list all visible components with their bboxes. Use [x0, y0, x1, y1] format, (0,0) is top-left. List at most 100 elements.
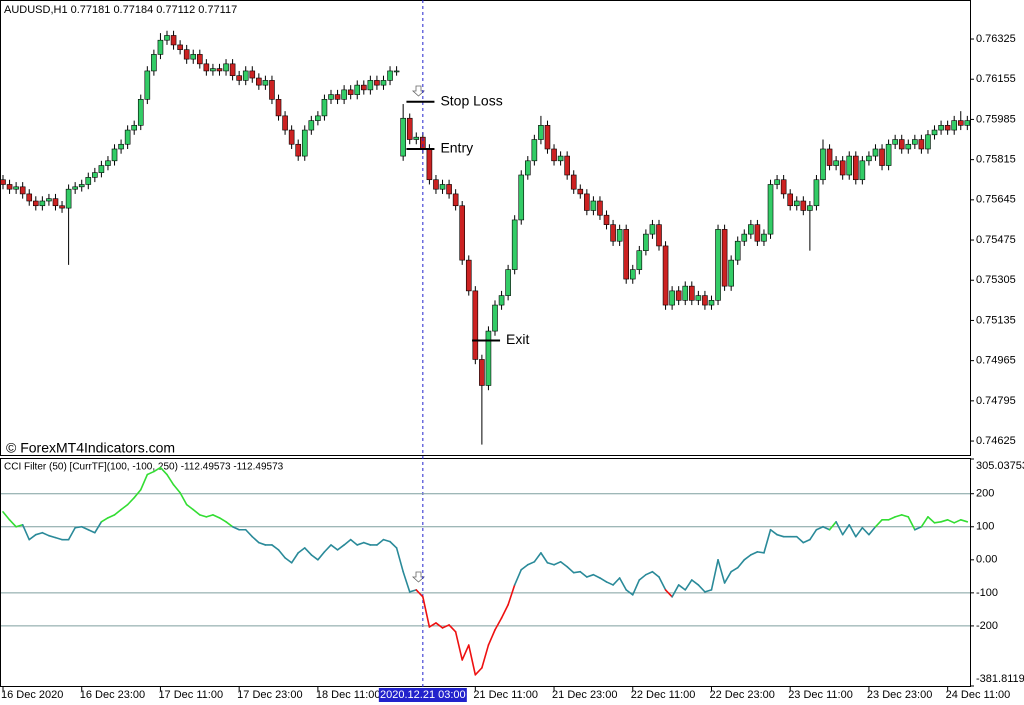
x-tick-label: 23 Dec 23:00 [867, 689, 932, 701]
cci-segment [48, 534, 57, 539]
candle-body [223, 63, 229, 72]
candle-body [610, 224, 616, 242]
candle-body [695, 295, 702, 301]
cci-segment [244, 528, 254, 538]
y-tick-label: 0.75815 [976, 154, 1016, 166]
x-tick-label: 16 Dec 23:00 [80, 689, 145, 701]
candle-body [360, 84, 367, 91]
symbol-header: AUDUSD,H1 0.77181 0.77184 0.77112 0.7711… [4, 4, 237, 16]
x-tick-label: 21 Dec 11:00 [473, 689, 538, 701]
cci-segment [507, 584, 516, 606]
candle-body [459, 205, 466, 261]
cci-segment [34, 531, 44, 536]
cci-segment [290, 552, 300, 564]
cci-segment [920, 516, 929, 528]
candle-body [564, 155, 570, 176]
candle-body [387, 70, 393, 81]
cci-segment [80, 525, 90, 531]
candle-body [334, 94, 341, 100]
y-tick-label: 0.75135 [976, 314, 1016, 326]
candle-body [216, 68, 223, 72]
candle-body [328, 94, 334, 100]
cci-segment [74, 525, 83, 529]
cci-segment [868, 525, 877, 536]
candle-body [787, 193, 794, 207]
candle-body [85, 177, 92, 185]
candle-body [157, 39, 164, 55]
y-tick-label: 0.75305 [976, 274, 1016, 286]
candle-body [682, 285, 689, 301]
cci-segment [310, 554, 319, 561]
candle-body [748, 224, 754, 235]
y-tick-label: 0.75475 [976, 234, 1016, 246]
candle-body [885, 143, 892, 166]
cci-segment [677, 584, 687, 591]
cci-segment [894, 514, 903, 518]
candle-body [137, 99, 144, 126]
candle-body [151, 54, 157, 72]
cci-segment [408, 589, 418, 593]
candle-body [826, 148, 833, 166]
candle-body [800, 200, 807, 211]
candle-body [32, 200, 39, 207]
candle-body [400, 117, 406, 157]
cci-segment [133, 488, 142, 499]
candle-body [197, 54, 203, 65]
cci-segment [258, 541, 267, 546]
cci-segment [618, 577, 628, 591]
candle-body [518, 174, 525, 221]
candle-body [859, 160, 866, 181]
candle-body [597, 200, 603, 216]
cci-segment [631, 579, 641, 596]
candle-body [793, 200, 800, 207]
indicator-header: CCI Filter (50) [CurrTF](100, -100, 250)… [4, 462, 284, 473]
cci-segment [362, 541, 372, 546]
candle-body [931, 129, 938, 136]
cci-segment [907, 516, 916, 531]
candle-body [636, 250, 643, 270]
candle-body [964, 120, 971, 126]
candle-body [426, 148, 433, 181]
cci-segment [645, 570, 654, 576]
candle-body [505, 269, 511, 296]
cci-segment [927, 516, 936, 524]
cci-segment [684, 579, 693, 591]
signal-arrow [411, 571, 426, 583]
cci-segment [743, 554, 752, 561]
candle-body [46, 198, 52, 202]
candle-body [944, 125, 951, 131]
candle-body [557, 155, 564, 162]
candle-body [59, 205, 65, 209]
candle-body [957, 120, 964, 126]
cci-segment [874, 519, 883, 528]
candle-body [472, 290, 479, 360]
cci-segment [395, 547, 404, 573]
candle-body [918, 139, 925, 150]
candle-body [144, 70, 151, 100]
candle-body [98, 165, 105, 173]
cci-segment [126, 496, 135, 506]
cci-segment [467, 644, 477, 676]
candle-body [295, 143, 302, 157]
candle-body [118, 143, 124, 150]
candle-body [282, 115, 288, 131]
cci-segment [205, 514, 214, 518]
cci-segment [461, 644, 470, 661]
cci-segment [487, 629, 496, 646]
cci-segment [139, 473, 149, 491]
candle-body [649, 224, 656, 235]
cci-segment [848, 523, 857, 538]
cci-segment [559, 560, 568, 568]
candle-body [393, 70, 400, 73]
cci-segment [382, 538, 391, 543]
candle-body [570, 174, 577, 190]
cci-segment [192, 508, 201, 516]
candle-body [485, 330, 492, 386]
candle-body [551, 148, 557, 162]
cci-segment [651, 570, 660, 578]
cci-segment [776, 533, 785, 538]
candle-body [905, 143, 912, 150]
candle-body [479, 359, 485, 386]
candle-body [708, 300, 715, 306]
